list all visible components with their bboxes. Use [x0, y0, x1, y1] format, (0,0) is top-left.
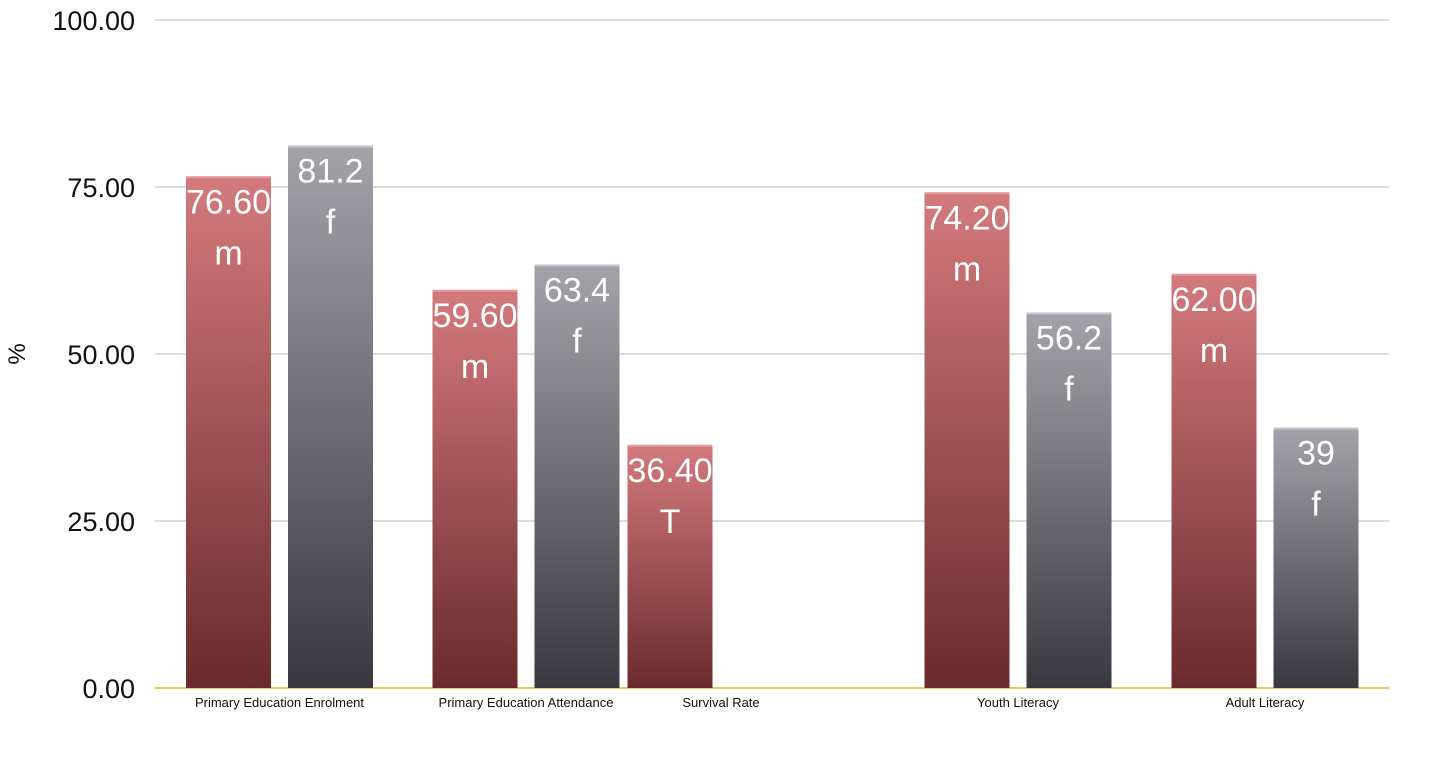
bar-highlight	[288, 145, 373, 148]
series-tag-label: f	[326, 204, 336, 242]
bar-group: 62.00 m	[1171, 273, 1257, 688]
x-category-label: Youth Literacy	[977, 695, 1059, 710]
x-category-label: Adult Literacy	[1226, 695, 1305, 710]
data-label: 74.20	[924, 199, 1009, 237]
series-tag-label: m	[214, 234, 242, 272]
data-label: 56.2	[1036, 320, 1102, 358]
bar-highlight	[924, 192, 1010, 195]
series-tag-label: f	[1311, 485, 1321, 523]
data-label: 39	[1297, 434, 1335, 472]
bar-group: 76.60 m	[186, 176, 271, 688]
bar-group: 63.4 f	[534, 264, 620, 688]
series-tag-label: m	[461, 348, 489, 386]
bar	[288, 145, 373, 689]
data-label: 59.60	[432, 297, 517, 335]
bar	[186, 176, 271, 688]
data-label: 81.2	[297, 153, 363, 191]
x-category-label: Survival Rate	[682, 695, 759, 710]
y-tick-label: 75.00	[67, 173, 135, 203]
bar-highlight	[186, 176, 271, 179]
data-label: 76.60	[186, 183, 271, 221]
series-tag-label: T	[660, 503, 681, 541]
y-tick-label: 100.00	[52, 6, 135, 36]
y-axis-ticks: 0.00 25.00 50.00 75.00 100.00	[52, 6, 135, 704]
bar	[1171, 273, 1257, 688]
data-label: 36.40	[627, 452, 712, 490]
x-category-label: Primary Education Enrolment	[195, 695, 364, 710]
bar-highlight	[627, 444, 713, 447]
bar-group: 39 f	[1273, 427, 1359, 688]
bar-highlight	[1171, 273, 1257, 276]
bar	[1026, 312, 1112, 688]
series-tag-label: m	[953, 250, 981, 288]
bar-group: 56.2 f	[1026, 312, 1112, 688]
x-category-label: Primary Education Attendance	[439, 695, 614, 710]
bar	[432, 289, 518, 688]
y-tick-label: 25.00	[67, 507, 135, 537]
series-tag-label: f	[1064, 371, 1074, 409]
bar	[627, 444, 713, 688]
y-tick-label: 0.00	[82, 674, 135, 704]
bar-highlight	[1026, 312, 1112, 315]
bar-highlight	[1273, 427, 1359, 430]
bar-group: 81.2 f	[288, 145, 373, 689]
bar-group: 74.20 m	[924, 192, 1010, 688]
x-axis-categories: Primary Education Enrolment Primary Educa…	[195, 695, 1305, 710]
bar-group: 59.60 m	[432, 289, 518, 688]
data-label: 62.00	[1171, 281, 1256, 319]
bar	[534, 264, 620, 688]
data-label: 63.4	[544, 271, 610, 309]
series-tag-label: m	[1200, 332, 1228, 370]
bar	[1273, 427, 1359, 688]
bar-highlight	[432, 289, 518, 292]
series-tag-label: f	[572, 322, 582, 360]
y-tick-label: 50.00	[67, 340, 135, 370]
bars: 76.60m81.2f59.60m63.4f36.40T74.20m56.2f6…	[186, 145, 1359, 689]
bar-group: 36.40 T	[627, 444, 713, 688]
bar-highlight	[534, 264, 620, 267]
bar	[924, 192, 1010, 688]
y-axis-label: %	[4, 343, 31, 364]
